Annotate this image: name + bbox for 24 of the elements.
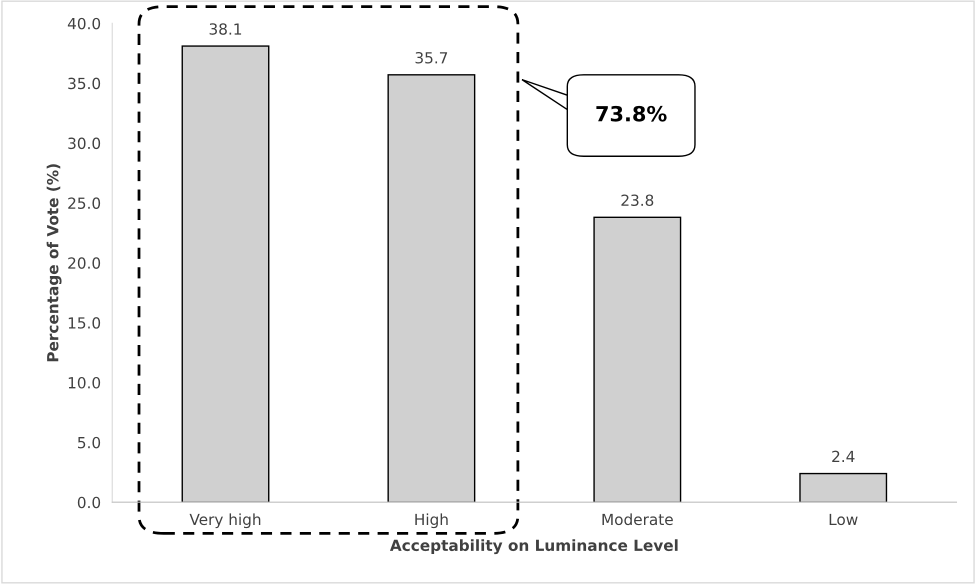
data-label: 2.4 (832, 450, 855, 462)
x-axis-title: Acceptability on Luminance Level (390, 539, 678, 554)
y-tick-label: 35.0 (68, 78, 100, 90)
x-tick-label: Low (830, 514, 858, 526)
y-tick-label: 20.0 (68, 257, 100, 269)
data-label: 35.7 (416, 52, 448, 64)
y-axis-title: Percentage of Vote (%) (46, 164, 62, 362)
bar (799, 472, 888, 502)
y-tick-label: 0.0 (78, 496, 100, 508)
y-tick-label: 40.0 (68, 18, 100, 30)
x-tick-label: Very high (190, 513, 260, 528)
y-tick-label: 5.0 (78, 436, 100, 448)
y-tick-label: 30.0 (68, 138, 100, 150)
bar (387, 74, 476, 502)
x-tick-label: Moderate (602, 513, 673, 526)
data-label: 23.8 (621, 194, 654, 206)
y-tick-label: 10.0 (68, 376, 100, 389)
bar (593, 216, 682, 502)
data-label: 38.1 (210, 23, 242, 35)
y-tick-label: 25.0 (68, 197, 100, 209)
annotation: 73.8% (596, 106, 667, 122)
bar (182, 45, 270, 502)
y-tick-label: 15.0 (68, 317, 100, 329)
x-tick-label: High (415, 513, 448, 528)
